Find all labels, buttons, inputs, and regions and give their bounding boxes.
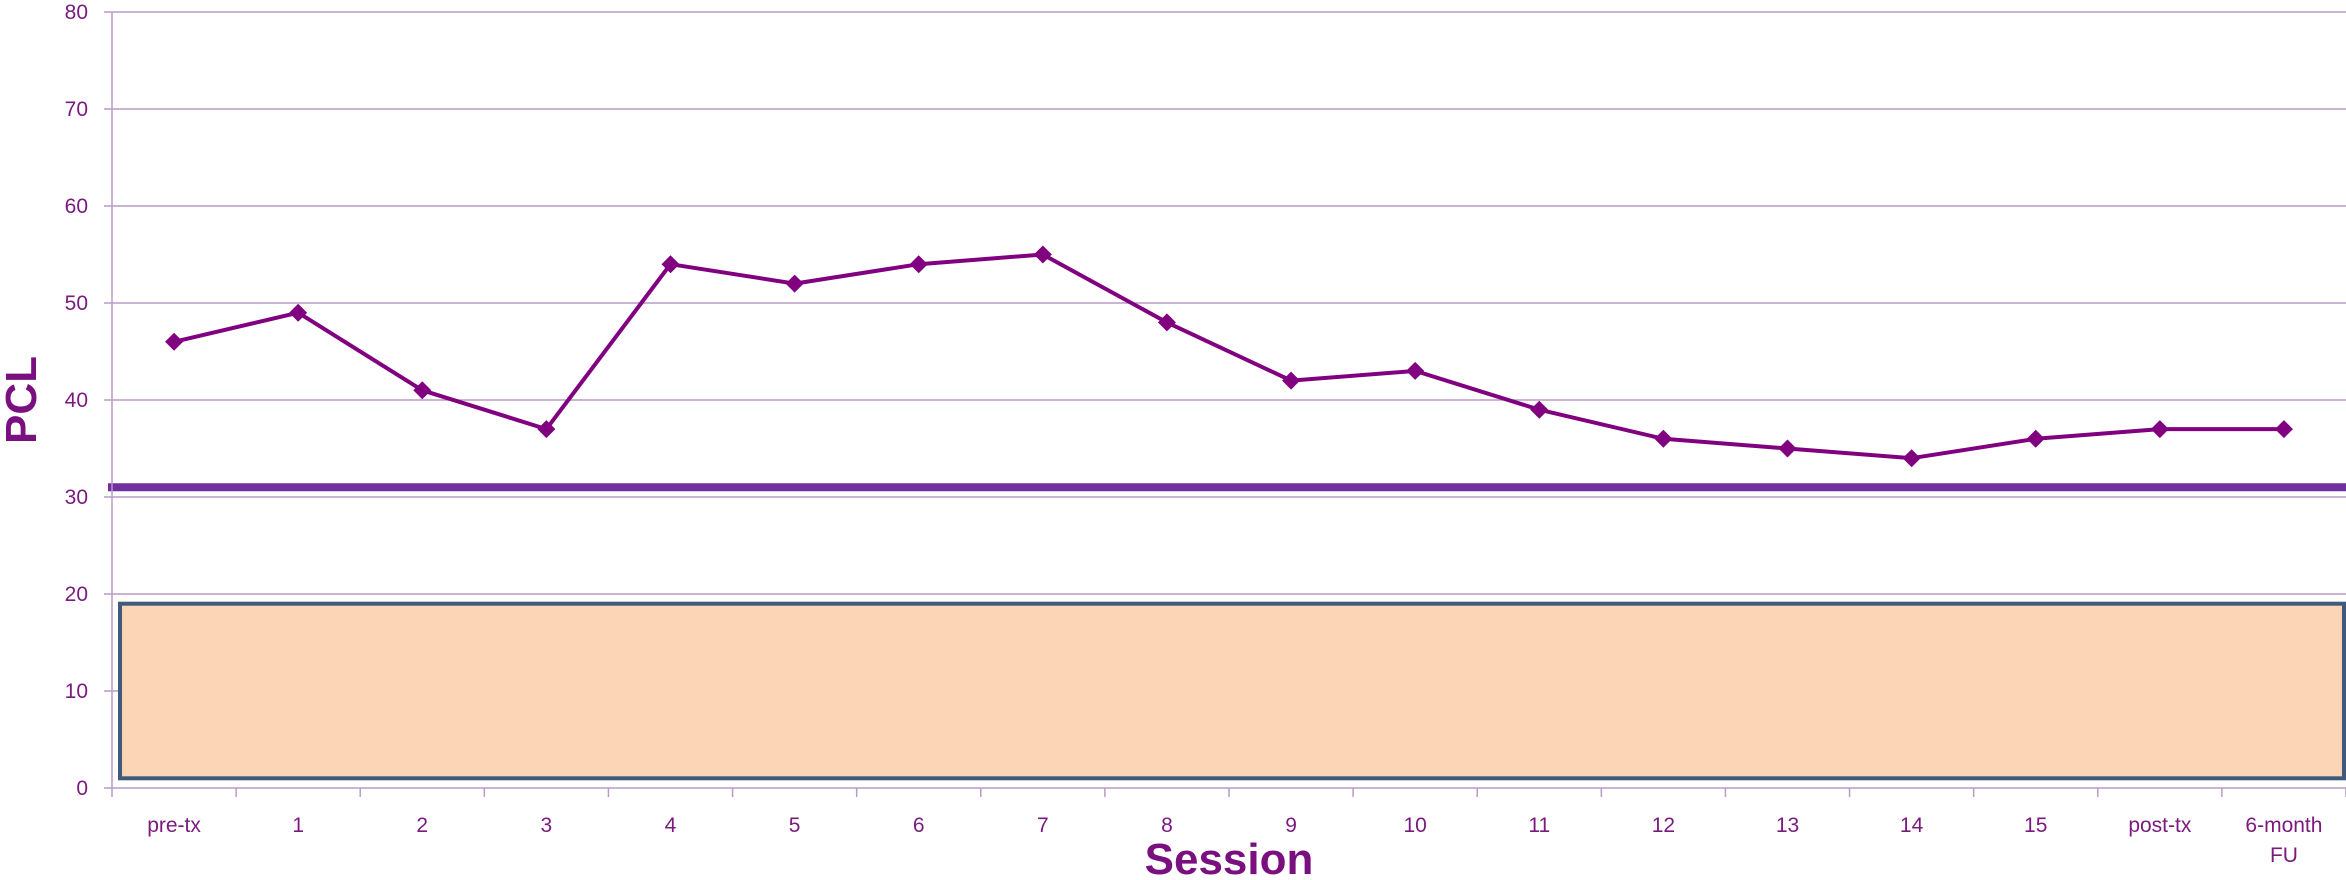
- data-point: [413, 381, 432, 400]
- y-tick-label: 80: [65, 1, 88, 24]
- data-point: [785, 274, 804, 293]
- x-tick-label: 1: [292, 814, 304, 837]
- x-tick-label: post-tx: [2128, 814, 2192, 837]
- x-tick-label: 9: [1285, 814, 1297, 837]
- x-tick-label: 6: [913, 814, 925, 837]
- x-tick-label: pre-tx: [147, 814, 201, 837]
- x-tick-label: 10: [1403, 814, 1426, 837]
- y-tick-label: 0: [76, 777, 88, 800]
- y-tick-label: 60: [65, 195, 88, 218]
- gridlines: [112, 11, 2346, 692]
- data-point: [165, 332, 184, 351]
- x-tick-label: 2: [416, 814, 428, 837]
- data-point: [1778, 439, 1797, 458]
- data-point: [1530, 400, 1549, 419]
- data-point: [661, 255, 680, 274]
- data-point: [1033, 245, 1052, 264]
- data-point: [1406, 361, 1425, 380]
- x-tick-label: 15: [2024, 814, 2047, 837]
- x-tick-label: 12: [1652, 814, 1675, 837]
- y-tick-label: 40: [65, 389, 88, 412]
- data-point: [537, 420, 556, 439]
- y-tick-label: 20: [65, 583, 88, 606]
- x-tick-label: 7: [1037, 814, 1049, 837]
- x-tick-label: 6-month FU: [2245, 814, 2322, 867]
- series-line: [173, 252, 2284, 461]
- x-tick-label: 3: [541, 814, 553, 837]
- shaded-band: [118, 601, 2346, 781]
- data-point: [909, 255, 928, 274]
- y-axis-title: PCL: [0, 356, 46, 444]
- data-point: [1654, 429, 1673, 448]
- series-markers: [165, 245, 2293, 468]
- shaded-band-rect: [118, 601, 2346, 781]
- y-tick-label: 50: [65, 292, 88, 315]
- x-tick-label: 4: [665, 814, 677, 837]
- y-tick-label: 30: [65, 486, 88, 509]
- x-tick-label: 13: [1776, 814, 1799, 837]
- x-tick-label: 5: [789, 814, 801, 837]
- x-axis-title: Session: [1145, 835, 1314, 880]
- series-polyline: [173, 252, 2284, 461]
- x-tick-labels: pre-tx 1 2 3 4 5 6 7 8 9 10 11 12 13 14 15 post-tx 6-mont…: [147, 814, 2322, 867]
- data-point: [2150, 420, 2169, 439]
- x-tick-label: 14: [1900, 814, 1924, 837]
- data-point: [1902, 449, 1921, 468]
- x-tick-label: 11: [1528, 814, 1550, 837]
- data-point: [1282, 371, 1301, 390]
- data-point: [2026, 429, 2045, 448]
- x-tick-label: 8: [1161, 814, 1173, 837]
- data-point: [2274, 420, 2293, 439]
- y-tick-label: 10: [65, 680, 88, 703]
- data-point: [1157, 313, 1176, 332]
- y-tick-labels: 0 10 20 30 40 50 60 70 80: [65, 1, 88, 800]
- axes: [104, 11, 2346, 797]
- y-tick-label: 70: [65, 98, 88, 121]
- data-point: [289, 303, 308, 322]
